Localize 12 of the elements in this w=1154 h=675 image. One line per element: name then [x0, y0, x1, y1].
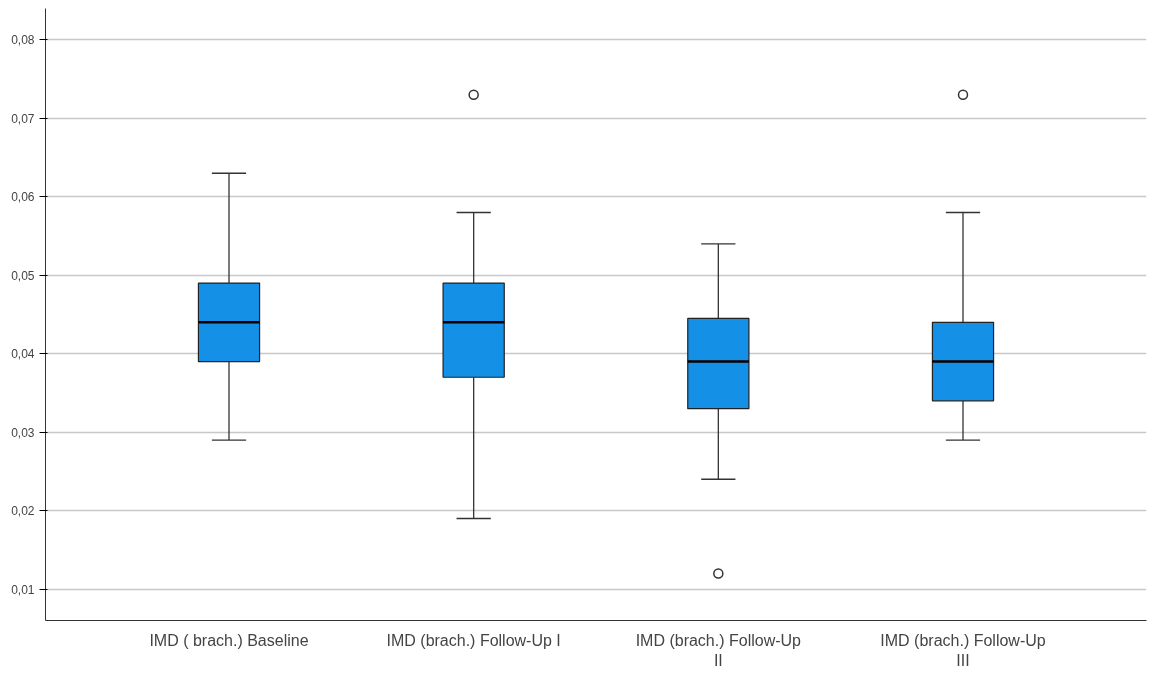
y-tick-label: 0,02: [11, 504, 35, 519]
y-tick-label: 0,06: [11, 190, 35, 205]
x-tick-label: IMD (brach.) Follow-Up II: [635, 631, 802, 669]
y-tick-label: 0,03: [11, 425, 35, 440]
x-tick-label: IMD (brach.) Follow-Up I: [386, 631, 561, 649]
y-tick-label: 0,05: [11, 268, 35, 283]
y-tick-label: 0,04: [11, 347, 35, 362]
y-tick-label: 0,07: [11, 111, 35, 126]
x-tick-label: IMD (brach.) Follow-Up III: [880, 631, 1046, 669]
x-tick-label: IMD ( brach.) Baseline: [149, 631, 309, 649]
y-tick-label: 0,01: [11, 582, 35, 597]
y-tick-label: 0,08: [11, 33, 35, 48]
